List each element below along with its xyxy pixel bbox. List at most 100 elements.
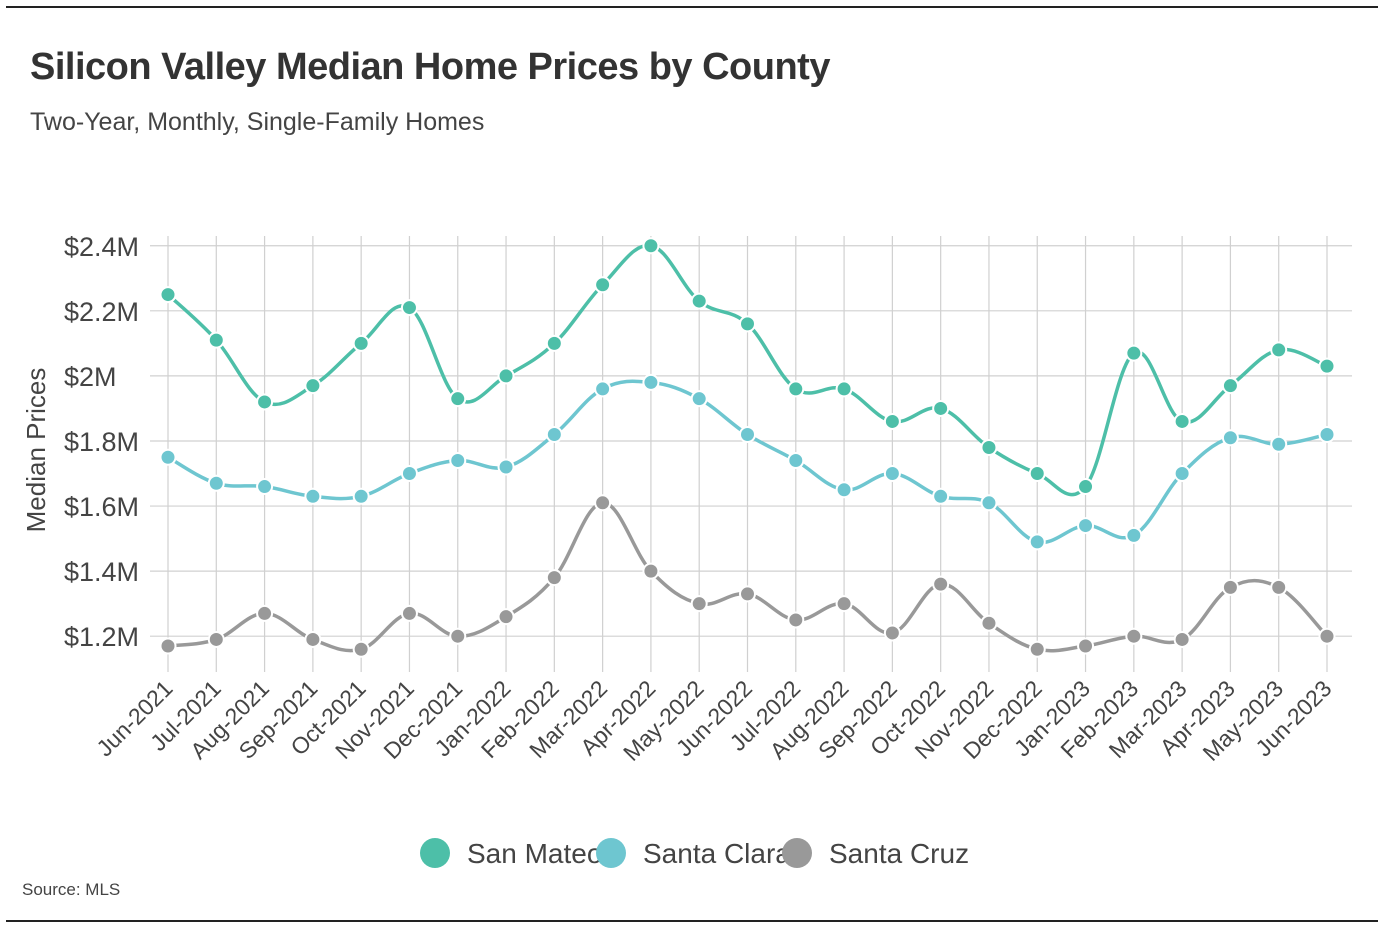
point-san-mateo-jul-2022 bbox=[787, 380, 805, 398]
point-santa-cruz-oct-2022 bbox=[932, 575, 950, 593]
legend-label-santa-cruz: Santa Cruz bbox=[829, 838, 969, 869]
point-santa-clara-jun-2023 bbox=[1318, 425, 1336, 443]
legend-marker-santa-cruz bbox=[782, 838, 812, 868]
point-san-mateo-jun-2022 bbox=[739, 315, 756, 333]
point-san-mateo-may-2022 bbox=[690, 292, 708, 310]
point-san-mateo-jun-2023 bbox=[1318, 357, 1336, 375]
point-santa-cruz-sep-2022 bbox=[883, 624, 901, 642]
point-santa-clara-may-2023 bbox=[1270, 435, 1288, 453]
point-san-mateo-jun-2021 bbox=[159, 286, 177, 304]
y-tick--1-2m: $1.2M bbox=[64, 622, 139, 652]
legend-label-san-mateo: San Mateo bbox=[467, 838, 602, 869]
point-santa-cruz-jan-2023 bbox=[1077, 637, 1095, 655]
point-santa-clara-nov-2021 bbox=[400, 465, 418, 483]
point-san-mateo-nov-2021 bbox=[400, 299, 418, 317]
point-santa-cruz-feb-2023 bbox=[1125, 627, 1143, 645]
y-tick--2-4m: $2.4M bbox=[64, 232, 139, 262]
y-tick--2m: $2M bbox=[64, 362, 117, 392]
point-san-mateo-sep-2022 bbox=[883, 412, 901, 430]
point-san-mateo-dec-2022 bbox=[1028, 465, 1046, 483]
point-santa-cruz-apr-2022 bbox=[642, 562, 660, 580]
point-santa-clara-jan-2023 bbox=[1077, 517, 1095, 535]
series-group bbox=[159, 237, 1336, 658]
point-santa-cruz-sep-2021 bbox=[304, 630, 322, 648]
point-santa-clara-jul-2021 bbox=[207, 474, 225, 492]
point-santa-cruz-jan-2022 bbox=[497, 608, 515, 626]
y-tick--1-4m: $1.4M bbox=[64, 557, 139, 587]
point-san-mateo-oct-2022 bbox=[932, 399, 950, 417]
point-santa-clara-dec-2021 bbox=[449, 452, 467, 470]
series-san-mateo bbox=[159, 237, 1336, 497]
point-san-mateo-nov-2022 bbox=[980, 438, 998, 456]
legend-marker-santa-clara bbox=[596, 838, 626, 868]
point-san-mateo-apr-2023 bbox=[1221, 377, 1239, 395]
point-santa-cruz-aug-2022 bbox=[835, 595, 853, 613]
point-santa-cruz-jun-2021 bbox=[159, 637, 177, 655]
point-santa-clara-jul-2022 bbox=[787, 452, 805, 470]
point-san-mateo-oct-2021 bbox=[352, 334, 370, 352]
point-santa-clara-feb-2023 bbox=[1125, 526, 1143, 544]
point-santa-cruz-aug-2021 bbox=[256, 604, 274, 622]
point-santa-cruz-dec-2021 bbox=[449, 627, 467, 645]
point-santa-cruz-jun-2023 bbox=[1318, 627, 1336, 645]
point-san-mateo-sep-2021 bbox=[304, 377, 322, 395]
top-rule bbox=[6, 6, 1378, 8]
point-santa-clara-jan-2022 bbox=[497, 458, 515, 476]
point-san-mateo-jan-2022 bbox=[497, 367, 515, 385]
point-santa-cruz-dec-2022 bbox=[1028, 640, 1046, 658]
point-san-mateo-apr-2022 bbox=[642, 237, 660, 255]
point-san-mateo-mar-2023 bbox=[1173, 412, 1191, 430]
source-note: Source: MLS bbox=[22, 880, 121, 899]
x-axis-ticks: Jun-2021Jul-2021Aug-2021Sep-2021Oct-2021… bbox=[91, 675, 1336, 766]
point-santa-clara-apr-2022 bbox=[642, 373, 660, 391]
point-santa-clara-sep-2022 bbox=[883, 465, 901, 483]
chart-title: Silicon Valley Median Home Prices by Cou… bbox=[30, 46, 830, 88]
y-tick--1-8m: $1.8M bbox=[64, 427, 139, 457]
point-santa-clara-oct-2021 bbox=[352, 487, 370, 505]
point-santa-cruz-nov-2022 bbox=[980, 614, 998, 632]
point-santa-cruz-jul-2022 bbox=[787, 611, 805, 629]
y-tick--1-6m: $1.6M bbox=[64, 492, 139, 522]
grid bbox=[150, 236, 1352, 672]
point-santa-cruz-apr-2023 bbox=[1221, 578, 1239, 596]
y-tick--2-2m: $2.2M bbox=[64, 297, 139, 327]
point-santa-clara-aug-2021 bbox=[256, 478, 274, 496]
y-axis-ticks: $1.2M $1.4M $1.6M $1.8M $2M $2.2M $2.4M bbox=[64, 232, 139, 652]
series-santa-clara bbox=[159, 373, 1336, 551]
bottom-rule bbox=[6, 920, 1378, 922]
y-axis-label: Median Prices bbox=[21, 368, 51, 533]
point-santa-cruz-oct-2021 bbox=[352, 640, 370, 658]
point-santa-cruz-feb-2022 bbox=[545, 569, 563, 587]
point-san-mateo-feb-2023 bbox=[1125, 344, 1143, 362]
point-san-mateo-may-2023 bbox=[1270, 341, 1288, 359]
legend-marker-san-mateo bbox=[420, 838, 450, 868]
point-santa-clara-jun-2021 bbox=[159, 448, 177, 466]
series-santa-cruz bbox=[159, 494, 1336, 658]
point-santa-clara-dec-2022 bbox=[1028, 533, 1046, 551]
point-santa-cruz-may-2022 bbox=[690, 595, 708, 613]
point-santa-clara-sep-2021 bbox=[304, 487, 322, 505]
point-santa-clara-mar-2023 bbox=[1173, 465, 1191, 483]
point-santa-clara-may-2022 bbox=[690, 390, 708, 408]
point-san-mateo-aug-2021 bbox=[256, 393, 274, 411]
chart-subtitle: Two-Year, Monthly, Single-Family Homes bbox=[30, 108, 485, 136]
point-san-mateo-dec-2021 bbox=[449, 390, 467, 408]
point-san-mateo-jul-2021 bbox=[207, 331, 225, 349]
point-santa-clara-apr-2023 bbox=[1221, 429, 1239, 447]
point-san-mateo-aug-2022 bbox=[835, 380, 853, 398]
point-santa-clara-nov-2022 bbox=[980, 494, 998, 512]
point-santa-clara-oct-2022 bbox=[932, 487, 950, 505]
point-santa-clara-feb-2022 bbox=[545, 425, 563, 443]
point-san-mateo-mar-2022 bbox=[594, 276, 612, 294]
point-san-mateo-feb-2022 bbox=[545, 334, 563, 352]
point-santa-cruz-jul-2021 bbox=[207, 630, 225, 648]
point-santa-cruz-jun-2022 bbox=[739, 585, 756, 603]
point-santa-clara-mar-2022 bbox=[594, 380, 612, 398]
point-santa-cruz-mar-2023 bbox=[1173, 630, 1191, 648]
point-santa-clara-aug-2022 bbox=[835, 481, 853, 499]
point-san-mateo-jan-2023 bbox=[1077, 478, 1095, 496]
point-santa-cruz-nov-2021 bbox=[400, 604, 418, 622]
legend: San Mateo Santa Clara Santa Cruz bbox=[420, 838, 969, 869]
legend-label-santa-clara: Santa Clara bbox=[643, 838, 791, 869]
